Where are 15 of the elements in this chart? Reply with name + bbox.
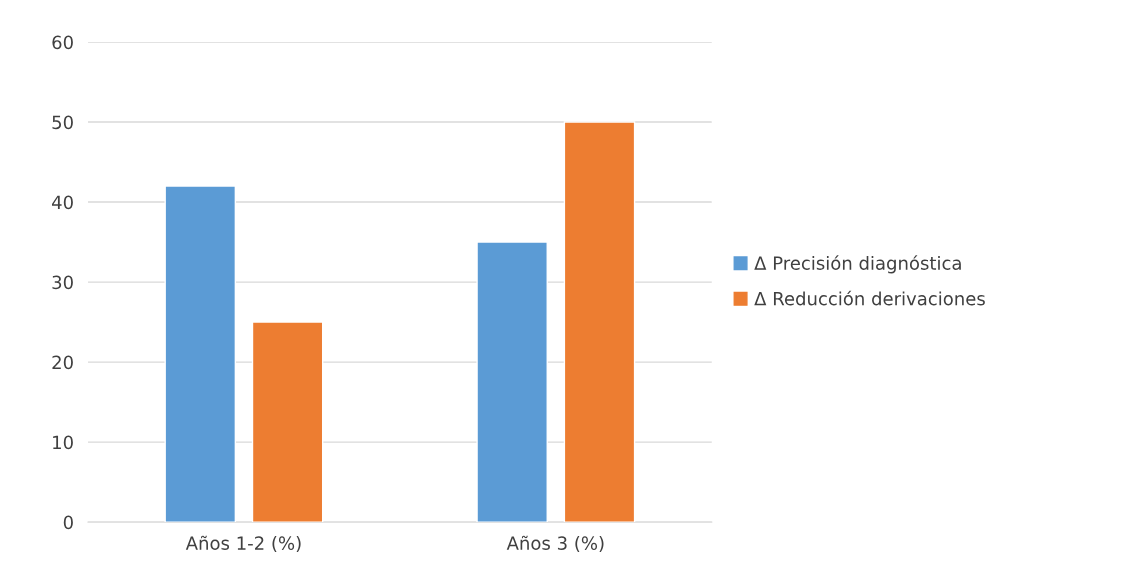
y-tick-label: 20 [52,355,73,370]
bar [563,121,636,523]
y-tick-label: 30 [52,275,73,290]
bar [251,321,324,523]
legend-label: Δ Reducción derivaciones [754,290,985,306]
y-tick-label: 10 [53,435,73,450]
legend-label: Δ Precisión diagnóstica [754,255,961,274]
x-tick-label: Años 1-2 (%) [185,535,301,553]
y-tick-label: 0 [63,515,73,530]
y-tick-label: 40 [52,195,73,210]
y-tick-label: 60 [52,35,73,50]
bar [164,185,237,523]
x-tick-label: Años 3 (%) [506,535,604,553]
bar [476,241,548,523]
y-tick-label: 50 [52,115,73,130]
